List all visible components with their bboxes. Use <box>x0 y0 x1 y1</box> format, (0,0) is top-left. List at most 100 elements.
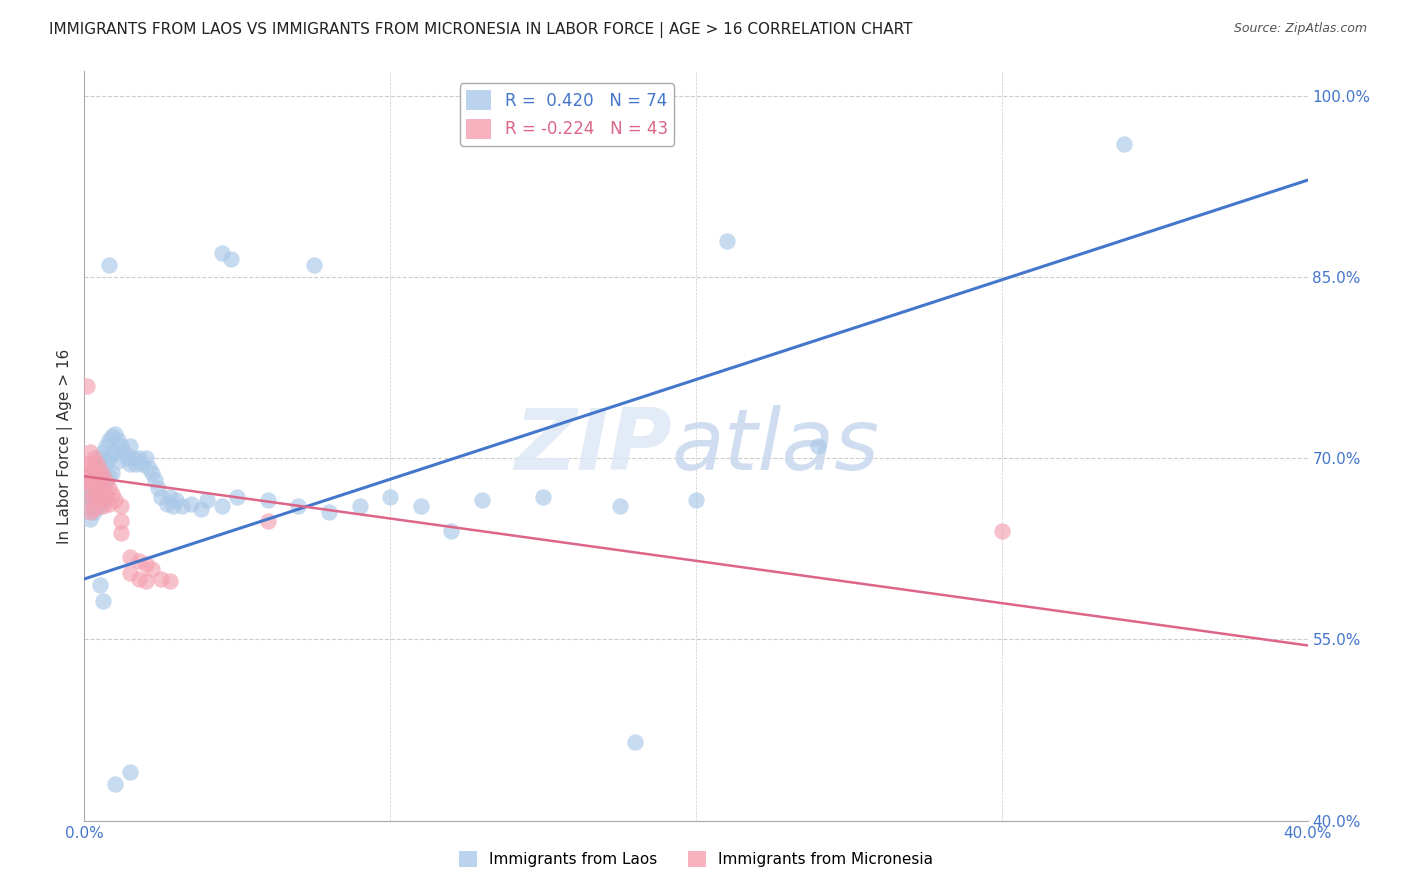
Point <box>86 487 108 501</box>
Point <box>156 497 179 511</box>
Point <box>97 451 120 466</box>
Point <box>131 457 153 471</box>
Point <box>79 445 101 459</box>
Point <box>76 475 98 490</box>
Point <box>89 451 111 466</box>
Point <box>97 481 120 495</box>
Point <box>349 500 371 514</box>
Point <box>716 234 738 248</box>
Point <box>104 777 127 791</box>
Point <box>609 500 631 514</box>
Point <box>86 469 108 483</box>
Point <box>135 558 157 572</box>
Point <box>110 526 132 541</box>
Point <box>257 493 280 508</box>
Point <box>79 475 101 490</box>
Point <box>89 463 111 477</box>
Point <box>165 493 187 508</box>
Point <box>128 451 150 466</box>
Point <box>79 500 101 514</box>
Point <box>83 501 105 516</box>
Point <box>120 439 142 453</box>
Point <box>138 460 160 475</box>
Point <box>79 511 101 525</box>
Point <box>76 493 98 508</box>
Point <box>110 514 132 528</box>
Point <box>624 735 647 749</box>
Point <box>195 493 218 508</box>
Point <box>149 490 172 504</box>
Point <box>83 490 105 504</box>
Point <box>91 469 114 483</box>
Point <box>141 562 163 576</box>
Point <box>101 447 124 461</box>
Point <box>94 475 117 490</box>
Point <box>104 493 127 508</box>
Point <box>120 566 142 580</box>
Point <box>107 453 129 467</box>
Point <box>128 572 150 586</box>
Point <box>471 493 494 508</box>
Point <box>104 445 127 459</box>
Point <box>122 451 145 466</box>
Point <box>94 490 117 504</box>
Point <box>1114 136 1136 151</box>
Point <box>159 490 181 504</box>
Text: Source: ZipAtlas.com: Source: ZipAtlas.com <box>1233 22 1367 36</box>
Point <box>83 506 105 520</box>
Point <box>97 433 120 447</box>
Point <box>89 578 111 592</box>
Point <box>685 493 707 508</box>
Point <box>409 500 432 514</box>
Point <box>128 554 150 568</box>
Point <box>94 473 117 487</box>
Point <box>83 475 105 490</box>
Point <box>159 574 181 589</box>
Point <box>76 457 98 471</box>
Point <box>101 487 124 501</box>
Point <box>89 500 111 514</box>
Point <box>287 500 309 514</box>
Point <box>76 487 98 501</box>
Point <box>219 252 242 266</box>
Point <box>107 433 129 447</box>
Point <box>83 451 105 466</box>
Point <box>190 501 212 516</box>
Point <box>135 574 157 589</box>
Point <box>110 439 132 453</box>
Point <box>91 500 114 514</box>
Point <box>79 469 101 483</box>
Point <box>79 487 101 501</box>
Point <box>211 500 233 514</box>
Point <box>135 451 157 466</box>
Point <box>120 457 142 471</box>
Point <box>991 524 1014 538</box>
Point <box>120 550 142 565</box>
Point <box>257 514 280 528</box>
Point <box>440 524 463 538</box>
Point <box>380 490 402 504</box>
Point <box>94 490 117 504</box>
Point <box>91 445 114 459</box>
Point <box>86 500 108 514</box>
Point <box>89 466 111 480</box>
Point <box>318 506 340 520</box>
Point <box>110 500 132 514</box>
Point <box>89 481 111 495</box>
Point <box>76 469 98 483</box>
Point <box>149 572 172 586</box>
Point <box>162 500 184 514</box>
Point <box>101 429 124 443</box>
Point <box>79 457 101 471</box>
Point <box>112 445 135 459</box>
Point <box>83 463 105 477</box>
Point <box>94 439 117 453</box>
Point <box>125 457 148 471</box>
Point <box>83 481 105 495</box>
Point <box>89 477 111 491</box>
Point <box>172 500 194 514</box>
Point <box>97 469 120 483</box>
Point <box>180 497 202 511</box>
Point <box>83 463 105 477</box>
Point <box>83 493 105 508</box>
